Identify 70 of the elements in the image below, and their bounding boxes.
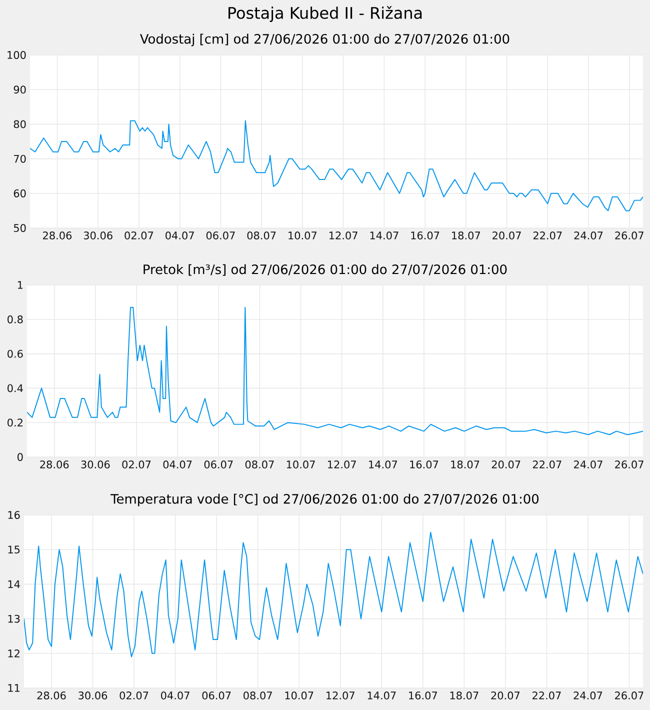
- x-tick-label: 24.07: [574, 232, 603, 240]
- chart-title: Postaja Kubed II - Rižana: [228, 6, 422, 22]
- x-tick-label: 08.07: [245, 460, 274, 468]
- y-tick-label: 90: [14, 86, 26, 94]
- x-tick-label: 04.07: [163, 460, 192, 468]
- line-series: [27, 306, 643, 436]
- x-tick-label: 14.07: [368, 692, 396, 700]
- x-tick-label: 02.07: [122, 460, 151, 468]
- x-tick-label: 04.07: [161, 692, 190, 700]
- x-tick-label: 04.07: [166, 232, 194, 240]
- chart-title: Temperatura vode [°C] od 27/06/2026 01:00 do 27/07/2026 01:00: [110, 494, 539, 506]
- x-tick-label: 18.07: [452, 232, 480, 240]
- x-tick-label: 22.07: [533, 232, 562, 240]
- x-tick-label: 12.07: [328, 460, 356, 468]
- y-tick-label: 50: [14, 224, 26, 232]
- x-tick-label: 20.07: [492, 232, 521, 240]
- line-series: [30, 120, 643, 212]
- x-tick-label: 12.07: [326, 692, 354, 700]
- x-tick-label: 14.07: [369, 460, 397, 468]
- x-tick-label: 26.07: [615, 460, 644, 468]
- x-tick-label: 20.07: [491, 692, 520, 700]
- y-tick-label: 60: [14, 189, 26, 198]
- x-tick-label: 06.07: [204, 460, 233, 468]
- x-tick-label: 20.07: [492, 460, 520, 468]
- x-tick-label: 30.06: [81, 460, 110, 468]
- x-tick-label: 30.06: [78, 692, 108, 700]
- y-tick-label: 12: [8, 650, 20, 658]
- x-tick-label: 06.07: [202, 692, 231, 700]
- y-tick-label: 0.8: [8, 315, 23, 324]
- x-tick-label: 22.07: [532, 692, 561, 700]
- x-tick-label: 08.07: [247, 232, 276, 240]
- x-tick-label: 28.06: [43, 232, 72, 240]
- y-tick-label: 80: [14, 120, 26, 128]
- y-tick-label: 1: [18, 281, 23, 289]
- y-tick-label: 100: [8, 51, 26, 59]
- x-tick-label: 28.06: [40, 460, 69, 468]
- y-tick-label: 0.2: [8, 418, 22, 427]
- x-tick-label: 16.07: [410, 460, 438, 468]
- y-tick-label: 11: [8, 684, 20, 692]
- x-tick-label: 16.07: [411, 232, 440, 240]
- x-tick-label: 24.07: [574, 692, 602, 700]
- x-tick-label: 16.07: [409, 692, 437, 700]
- x-tick-label: 18.07: [450, 692, 478, 700]
- chart-subtitle: Vodostaj [cm] od 27/06/2026 01:00 do 27/07/2026 01:00: [140, 34, 510, 46]
- y-tick-label: 0: [18, 453, 23, 461]
- x-tick-label: 26.07: [615, 232, 644, 240]
- x-tick-label: 10.07: [288, 232, 317, 240]
- x-tick-label: 10.07: [286, 460, 315, 468]
- y-tick-label: 0.4: [8, 384, 23, 392]
- x-tick-label: 14.07: [370, 232, 398, 240]
- y-tick-label: 13: [8, 614, 20, 623]
- x-tick-label: 02.07: [120, 692, 148, 700]
- x-tick-label: 22.07: [532, 460, 562, 468]
- y-tick-label: 70: [14, 154, 26, 163]
- x-tick-label: 30.06: [84, 232, 112, 240]
- y-tick-label: 14: [8, 580, 20, 588]
- y-tick-label: 16: [8, 511, 20, 519]
- x-tick-label: 28.06: [37, 692, 66, 700]
- x-tick-label: 24.07: [574, 460, 602, 468]
- y-tick-label: 0.6: [8, 350, 23, 358]
- line-series: [24, 532, 643, 658]
- x-tick-label: 02.07: [124, 232, 154, 240]
- x-tick-label: 12.07: [329, 232, 358, 240]
- x-tick-label: 26.07: [615, 692, 644, 700]
- x-tick-label: 08.07: [244, 692, 272, 700]
- x-tick-label: 10.07: [285, 692, 314, 700]
- x-tick-label: 06.07: [206, 232, 235, 240]
- y-tick-label: 15: [8, 546, 20, 554]
- chart-title: Pretok [m³/s] od 27/06/2026 01:00 do 27/07/2026 01:00: [144, 264, 507, 276]
- x-tick-label: 18.07: [451, 460, 480, 468]
